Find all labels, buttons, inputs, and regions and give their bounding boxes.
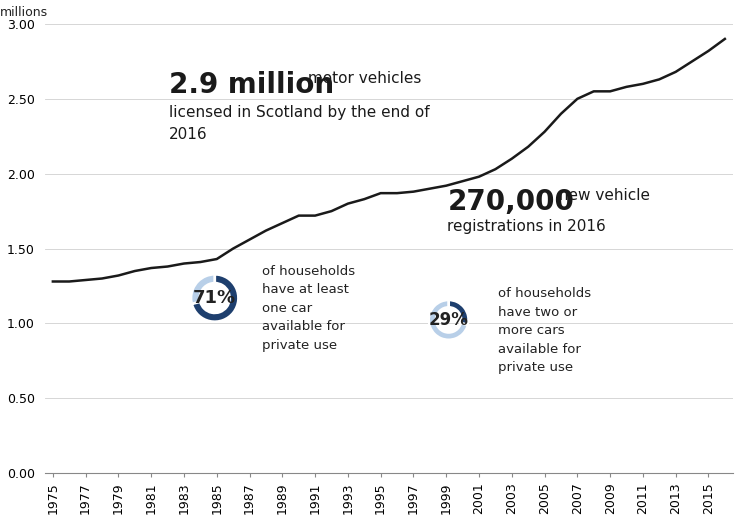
Text: 71%: 71%: [193, 289, 236, 307]
Wedge shape: [448, 300, 468, 325]
Text: 29%: 29%: [428, 311, 468, 329]
Text: of households
have at least
one car
available for
private use: of households have at least one car avai…: [262, 265, 355, 352]
Text: registrations in 2016: registrations in 2016: [448, 219, 606, 234]
Wedge shape: [192, 274, 238, 322]
Text: licensed in Scotland by the end of
2016: licensed in Scotland by the end of 2016: [169, 105, 429, 142]
Wedge shape: [191, 274, 238, 322]
Text: 270,000: 270,000: [448, 188, 574, 216]
Wedge shape: [428, 300, 468, 340]
Text: motor vehicles: motor vehicles: [303, 71, 421, 86]
Text: new vehicle: new vehicle: [554, 188, 650, 203]
Text: 2.9 million: 2.9 million: [169, 71, 334, 99]
Text: of households
have two or
more cars
available for
private use: of households have two or more cars avai…: [498, 288, 591, 375]
Text: millions: millions: [0, 6, 48, 19]
